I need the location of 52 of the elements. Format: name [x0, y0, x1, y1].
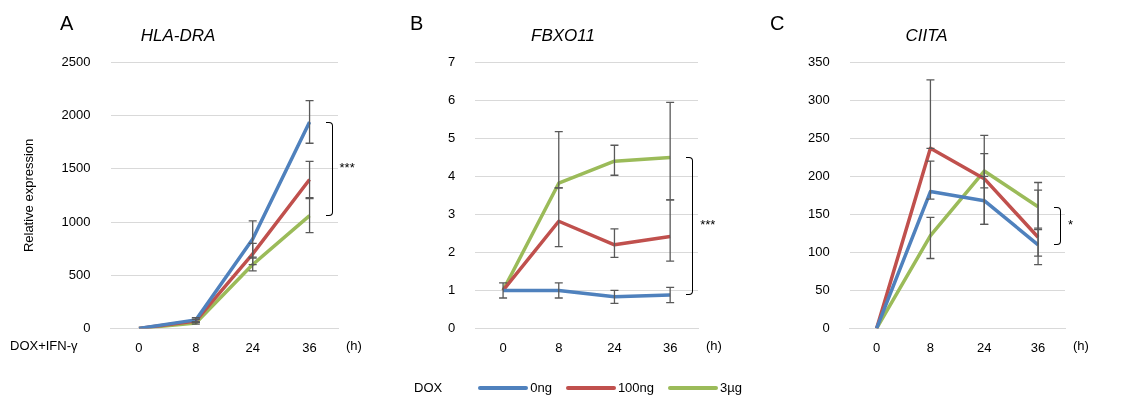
x-axis-title: (h) — [706, 337, 722, 353]
x-tick-label: 36 — [302, 339, 317, 355]
text: DOX+IFN-γ — [10, 337, 79, 353]
y-tick-label: 1500 — [61, 160, 91, 176]
y-tick-label: 0 — [83, 319, 91, 335]
annotation: *** — [339, 160, 355, 176]
y-tick-label: 50 — [815, 281, 830, 297]
x-axis-title: (h) — [1073, 337, 1089, 353]
y-tick-label: 200 — [807, 167, 830, 183]
y-tick-label: 6 — [448, 91, 456, 107]
x-tick-label: 0 — [872, 339, 881, 355]
legend-label: 3µg — [720, 380, 742, 395]
x-tick-label: 36 — [662, 339, 678, 355]
y-tick-label: 300 — [807, 91, 830, 107]
y-tick-label: 250 — [807, 129, 830, 145]
x-tick-label: 8 — [555, 339, 563, 355]
y-tick-label: 3 — [448, 205, 456, 221]
x-axis-title: (h) — [346, 337, 362, 353]
legend-label: 0ng — [530, 380, 552, 395]
y-tick-label: 2000 — [61, 107, 91, 123]
x-tick-label: 0 — [499, 339, 507, 355]
x-tick-label: 36 — [1030, 339, 1046, 355]
x-tick-label: 24 — [607, 339, 622, 355]
y-tick-label: 350 — [807, 53, 830, 69]
x-tick-label: 24 — [977, 339, 992, 355]
legend-title: DOX — [414, 380, 443, 395]
y-tick-label: 5 — [448, 129, 456, 145]
y-tick-label: 1000 — [61, 213, 91, 229]
text: C — [770, 11, 785, 34]
x-tick-label: 0 — [135, 339, 143, 355]
annotation: * — [1068, 217, 1074, 233]
y-tick-label: 1 — [448, 281, 456, 297]
x-tick-label: 24 — [245, 339, 260, 355]
y-tick-label: 0 — [448, 319, 456, 335]
y-tick-label: 0 — [822, 319, 830, 335]
y-tick-label: 100 — [807, 243, 830, 259]
annotation: *** — [700, 217, 716, 233]
y-tick-label: 150 — [807, 205, 830, 221]
y-tick-label: 2 — [448, 243, 456, 259]
y-tick-label: 4 — [448, 167, 456, 183]
y-tick-label: 2500 — [61, 53, 91, 69]
chart-title: CIITA — [905, 25, 948, 45]
x-tick-label: 8 — [926, 339, 935, 355]
legend-label: 100ng — [617, 380, 655, 395]
x-tick-label: 8 — [192, 339, 200, 355]
y-tick-label: 7 — [448, 53, 456, 69]
y-axis-title: Relative expression — [21, 138, 37, 253]
chart-title: FBXO11 — [531, 25, 595, 45]
text: A — [60, 11, 74, 34]
chart-title: HLA-DRA — [140, 25, 216, 45]
text: B — [410, 11, 424, 34]
y-tick-label: 500 — [68, 266, 91, 282]
